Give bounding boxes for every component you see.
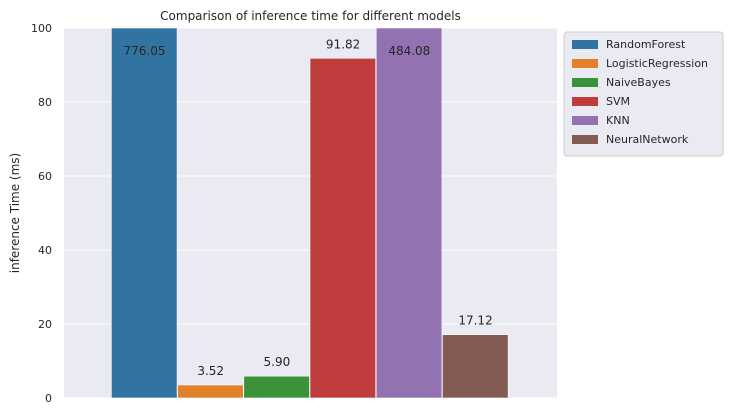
legend-entry: SVM — [606, 95, 630, 108]
bar-neuralnetwork — [442, 334, 509, 399]
legend-entry: NaiveBayes — [606, 76, 671, 89]
bar-knn — [375, 27, 443, 399]
y-tick-label: 40 — [38, 244, 52, 257]
legend-box — [563, 31, 724, 157]
data-label-randomforest: 776.05 — [123, 44, 165, 58]
legend-swatch — [572, 135, 598, 144]
legend-swatch — [572, 97, 598, 106]
data-label-knn: 484.08 — [388, 44, 430, 58]
data-label-naivebayes: 5.90 — [264, 355, 291, 369]
legend-entry: RandomForest — [606, 38, 686, 51]
bar-logisticregression — [177, 384, 244, 399]
legend-swatch — [572, 59, 598, 68]
y-axis-ticks: 0 20 40 60 80 100 — [31, 22, 52, 405]
legend-swatch — [572, 40, 598, 49]
data-label-svm: 91.82 — [326, 37, 360, 51]
y-tick-label: 100 — [31, 22, 52, 35]
bar-naivebayes — [243, 375, 310, 399]
data-label-logisticregression: 3.52 — [197, 364, 224, 378]
legend-swatch — [572, 116, 598, 125]
bar-svm — [309, 57, 377, 399]
y-axis-label: inference Time (ms) — [8, 153, 22, 274]
legend-swatch — [572, 78, 598, 87]
legend-entry: LogisticRegression — [606, 57, 708, 70]
legend-entry: NeuralNetwork — [606, 133, 689, 146]
legend-entry: KNN — [606, 114, 630, 127]
data-labels: 776.05 3.52 5.90 91.82 484.08 17.12 — [123, 37, 492, 378]
y-tick-label: 20 — [38, 318, 52, 331]
y-tick-label: 0 — [45, 392, 52, 405]
y-tick-label: 80 — [38, 96, 52, 109]
y-tick-label: 60 — [38, 170, 52, 183]
bar-randomforest — [111, 27, 178, 399]
chart-title: Comparison of inference time for differe… — [160, 9, 461, 23]
bars — [111, 27, 509, 399]
legend: RandomForest LogisticRegression NaiveBayes… — [563, 31, 724, 157]
data-label-neuralnetwork: 17.12 — [458, 314, 492, 328]
